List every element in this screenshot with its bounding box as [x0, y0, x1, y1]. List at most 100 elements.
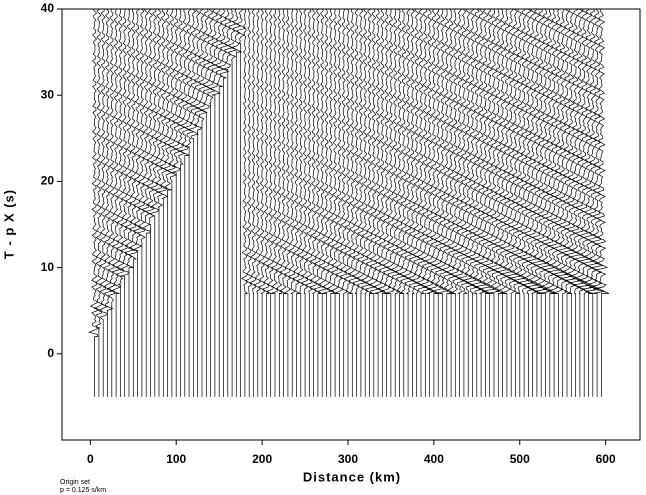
trace: [235, 8, 246, 397]
trace: [102, 8, 114, 397]
trace: [325, 8, 335, 397]
trace: [465, 8, 479, 397]
trace: [452, 8, 466, 397]
trace: [500, 8, 513, 397]
trace: [589, 8, 606, 397]
x-tick-label: 200: [252, 452, 272, 466]
trace: [537, 8, 553, 397]
x-tick-label: 600: [596, 452, 616, 466]
trace: [257, 8, 266, 397]
trace: [401, 8, 414, 397]
trace: [300, 8, 309, 397]
trace: [347, 8, 356, 397]
trace: [461, 8, 475, 397]
trace: [292, 8, 301, 397]
trace: [512, 8, 526, 397]
trace: [379, 8, 392, 397]
trace: [208, 8, 221, 397]
trace: [192, 8, 203, 397]
trace: [253, 8, 261, 397]
trace: [266, 8, 275, 397]
trace: [422, 8, 436, 397]
y-tick-label: 0: [47, 346, 54, 360]
trace: [504, 8, 518, 397]
trace: [542, 8, 558, 397]
trace: [275, 8, 283, 397]
trace: [363, 8, 374, 397]
trace: [533, 8, 548, 397]
trace: [508, 8, 522, 397]
trace: [140, 8, 151, 397]
trace: [157, 8, 168, 397]
trace: [183, 8, 195, 397]
y-tick-label: 30: [41, 87, 55, 101]
trace: [448, 8, 461, 397]
trace: [97, 8, 109, 397]
plot-frame: [61, 8, 641, 441]
trace: [529, 8, 543, 397]
trace: [88, 8, 101, 397]
trace: [282, 8, 292, 397]
trace: [186, 8, 200, 397]
trace: [148, 9, 160, 397]
trace: [469, 8, 484, 397]
trace: [367, 8, 379, 397]
trace: [115, 8, 125, 397]
trace: [334, 8, 344, 397]
trace: [279, 8, 287, 397]
trace: [355, 8, 365, 397]
trace: [178, 8, 190, 397]
trace: [321, 8, 331, 397]
trace: [136, 8, 146, 397]
trace: [351, 8, 361, 397]
trace: [313, 8, 322, 397]
trace: [440, 8, 453, 397]
trace: [261, 8, 270, 397]
trace: [397, 8, 409, 397]
trace: [567, 8, 583, 397]
trace: [174, 8, 186, 397]
trace: [144, 8, 155, 397]
trace: [93, 8, 104, 397]
trace: [204, 8, 216, 397]
trace: [593, 8, 610, 397]
trace: [230, 8, 242, 397]
x-tick-label: 100: [166, 452, 186, 466]
trace: [317, 8, 326, 397]
trace: [393, 8, 405, 397]
trace: [226, 8, 238, 397]
trace: [132, 8, 143, 397]
trace: [560, 8, 574, 397]
trace: [195, 8, 208, 397]
trace: [199, 8, 211, 397]
trace: [359, 8, 370, 397]
trace: [304, 8, 313, 397]
trace: [516, 8, 531, 397]
trace: [106, 8, 117, 397]
trace: [577, 8, 592, 397]
trace: [165, 8, 177, 397]
trace: [457, 8, 470, 397]
trace: [339, 8, 349, 397]
trace: [240, 8, 248, 397]
trace: [405, 8, 418, 397]
trace: [343, 8, 353, 397]
trace: [309, 8, 317, 397]
trace: [525, 8, 539, 397]
trace: [430, 8, 444, 397]
trace: [564, 8, 578, 397]
x-tick-label: 500: [510, 452, 530, 466]
trace: [329, 8, 340, 397]
annotation: Origin set: [60, 479, 90, 486]
trace: [571, 8, 587, 397]
trace: [473, 8, 488, 397]
trace: [418, 8, 431, 397]
trace: [550, 8, 565, 397]
trace: [581, 8, 597, 397]
x-tick-label: 300: [338, 452, 358, 466]
y-tick-label: 10: [41, 260, 55, 274]
trace: [585, 8, 601, 397]
trace: [375, 8, 388, 397]
trace: [481, 9, 496, 397]
